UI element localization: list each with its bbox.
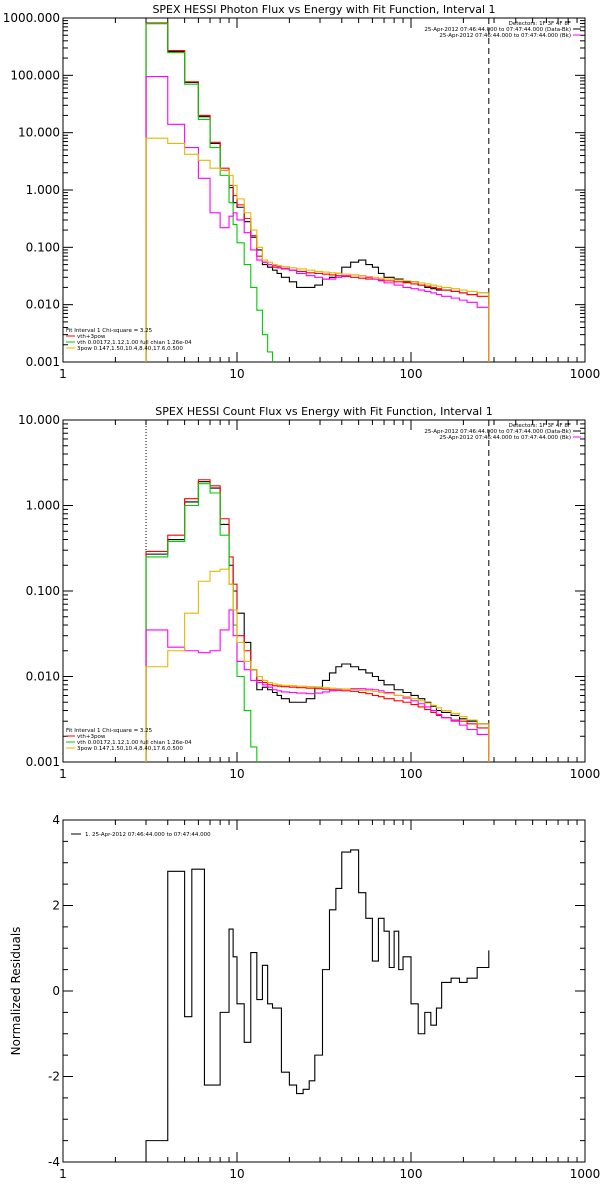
plot-frame: [62, 819, 586, 1163]
series-line-5: [145, 568, 490, 762]
series-line-3: [145, 23, 274, 362]
legend-bottom-text: vth 0.00172,1.12,1.00 full chian 1.26e-0…: [77, 740, 192, 746]
y-tick-label: 10.000: [18, 126, 60, 140]
plot-frame: [62, 17, 586, 363]
y-tick-label: -2: [48, 1070, 60, 1084]
y-tick-label: 0: [52, 984, 60, 998]
y-tick-label: 4: [52, 813, 60, 827]
y-axis-label: Normalized Residuals: [9, 927, 23, 1056]
y-tick-label: 0.010: [26, 298, 60, 312]
x-tick-label: 1: [59, 767, 67, 781]
series-line-4: [145, 76, 490, 362]
y-tick-label: 0.010: [26, 670, 60, 684]
x-tick-label: 10: [229, 367, 244, 381]
chart-panel-1: 1 10 100 1000 0.001 0.010 0.100 1.000 10.000 100.…: [3, 3, 600, 381]
legend-bottom-text: vth+3pow: [77, 334, 106, 340]
x-tick-label: 100: [400, 1167, 423, 1181]
chart-panel-2: 1 10 100 1000 0.001 0.010 0.100 1.000 10.000 SPEX…: [18, 405, 600, 781]
y-tick-label: 1.000: [26, 499, 60, 513]
legend-bottom-text: 3pow 0.147,1.50,10.4,8.40,17.6,0.500: [77, 746, 183, 752]
y-tick-label: 0.100: [26, 240, 60, 254]
y-tick-label: 0.001: [26, 755, 60, 769]
x-tick-label: 10: [229, 767, 244, 781]
plot-area: [145, 849, 490, 1162]
legend-top-text: Detectors: 1F 3F 4F 8F: [509, 21, 571, 27]
legend-top-text: 25-Apr-2012 07:46:44.000 to 07:47:44.000…: [424, 27, 571, 33]
series-line-4: [145, 609, 490, 762]
y-tick-label: 0.001: [26, 355, 60, 369]
x-tick-label: 100: [400, 367, 423, 381]
y-tick-label: 1000.000: [3, 11, 60, 25]
legend-top-text: 25-Apr-2012 07:46:44.000 to 07:47:44.000…: [424, 429, 571, 435]
legend-top-text: 25-Apr-2012 07:46:44.000 to 07:47:44.000…: [439, 435, 571, 441]
legend-bottom-title: Fit Interval 1 Chi-square = 3.25: [66, 328, 153, 334]
x-tick-label: 100: [400, 767, 423, 781]
chart-title: SPEX HESSI Count Flux vs Energy with Fit…: [155, 405, 492, 418]
series-line-2: [145, 22, 490, 362]
legend-bottom-title: Fit Interval 1 Chi-square = 3.25: [66, 728, 153, 734]
y-tick-label: -4: [48, 1155, 60, 1169]
legend-top-text: 25-Apr-2012 07:46:44.000 to 07:47:44.000…: [439, 33, 571, 39]
y-tick-label: 100.000: [10, 68, 60, 82]
x-tick-label: 1000: [570, 367, 600, 381]
legend-text: 1. 25-Apr-2012 07:46:44.000 to 07:47:44.…: [85, 832, 211, 838]
y-tick-label: 2: [52, 899, 60, 913]
x-tick-label: 1000: [570, 1167, 600, 1181]
x-tick-label: 1000: [570, 767, 600, 781]
legend-top-text: Detectors: 1F 3F 4F 8F: [509, 423, 571, 429]
series-line-5: [145, 137, 490, 362]
legend-bottom-text: vth+3pow: [77, 734, 106, 740]
series-line-3: [145, 483, 258, 762]
y-tick-label: 10.000: [18, 413, 60, 427]
plot-frame: [62, 419, 586, 763]
x-tick-label: 1: [59, 367, 67, 381]
x-tick-label: 1: [59, 1167, 67, 1181]
x-tick-label: 10: [229, 1167, 244, 1181]
chart-panel-3: 1 10 100 1000 -4 -2 0 2 4 Normalized Residuals 1. …: [9, 813, 600, 1181]
plot-area: [145, 479, 490, 762]
chart-title: SPEX HESSI Photon Flux vs Energy with Fi…: [152, 3, 495, 16]
legend-bottom-text: vth 0.00172,1.12,1.00 full chian 1.26e-0…: [77, 340, 192, 346]
series-line-1: [145, 849, 490, 1162]
y-tick-label: 0.100: [26, 584, 60, 598]
y-tick-label: 1.000: [26, 183, 60, 197]
plot-area: [145, 22, 490, 362]
legend-bottom-text: 3pow 0.147,1.50,10.4,8.40,17.6,0.500: [77, 346, 183, 352]
